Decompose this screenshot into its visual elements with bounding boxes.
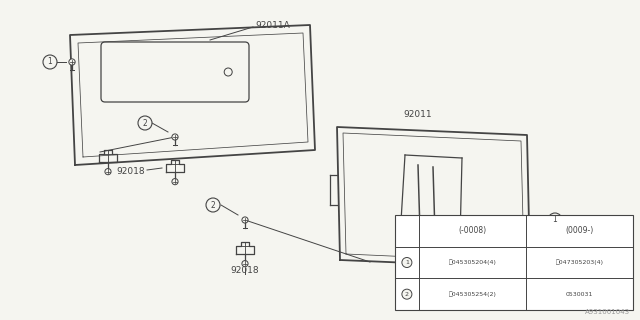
Circle shape [206,198,220,212]
Text: 2: 2 [211,201,216,210]
Circle shape [69,59,75,65]
Text: Ⓢ045305254(2): Ⓢ045305254(2) [449,292,496,297]
Circle shape [548,213,562,227]
Text: 92018: 92018 [116,167,145,177]
Text: Ⓢ045305204(4): Ⓢ045305204(4) [449,260,496,265]
Circle shape [242,260,248,267]
Text: Ⓢ047305203(4): Ⓢ047305203(4) [556,260,604,265]
Circle shape [138,116,152,130]
Circle shape [527,217,533,223]
Circle shape [105,169,111,175]
Circle shape [402,258,412,268]
Circle shape [172,179,178,185]
Bar [395,215,633,310]
Circle shape [402,289,412,299]
Text: (0009-): (0009-) [565,226,593,235]
Circle shape [43,55,57,69]
Text: 0530031: 0530031 [566,292,593,297]
Circle shape [402,278,408,284]
Text: 92018: 92018 [230,266,259,275]
Text: 1: 1 [405,260,409,265]
Text: 2: 2 [143,118,147,127]
Text: 92011: 92011 [404,110,432,119]
Text: 1: 1 [552,215,557,225]
Text: (-0008): (-0008) [458,226,486,235]
Circle shape [172,134,178,140]
Circle shape [242,217,248,223]
Text: 1: 1 [47,58,52,67]
Text: 92011A: 92011A [255,20,290,29]
Text: A931001043: A931001043 [585,309,630,315]
Text: 2: 2 [405,292,409,297]
